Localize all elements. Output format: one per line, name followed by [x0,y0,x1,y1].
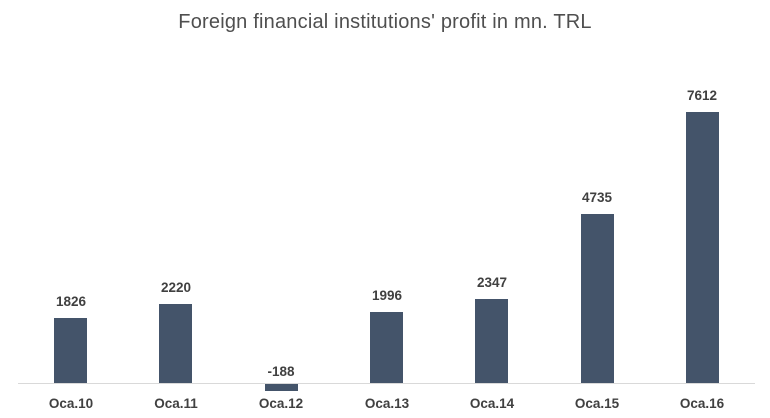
bar-value-label: 2220 [160,280,192,295]
bar-value-label: 2347 [476,275,508,290]
bar-value-label: 4735 [581,190,613,205]
bar-Oca.14 [475,299,508,383]
x-axis-label-Oca.15: Oca.15 [574,396,620,411]
x-axis-label-Oca.13: Oca.13 [364,396,410,411]
x-axis-label-Oca.12: Oca.12 [258,396,304,411]
bar-Oca.13 [370,312,403,383]
bar-value-label: 7612 [686,88,718,103]
bar-Oca.11 [159,304,192,383]
x-axis-label-Oca.10: Oca.10 [48,396,94,411]
bar-Oca.16 [686,112,719,383]
bar-value-label: 1996 [371,288,403,303]
x-axis-label-Oca.11: Oca.11 [154,396,198,411]
bar-Oca.10 [54,318,87,383]
x-axis-line [18,383,755,384]
x-axis-label-Oca.14: Oca.14 [469,396,515,411]
bar-value-label: -188 [267,364,295,379]
bar-Oca.12 [265,384,298,391]
x-axis-label-Oca.16: Oca.16 [679,396,725,411]
chart-title: Foreign financial institutions' profit i… [178,11,592,33]
bar-Oca.15 [581,214,614,383]
bar-value-label: 1826 [55,294,87,309]
